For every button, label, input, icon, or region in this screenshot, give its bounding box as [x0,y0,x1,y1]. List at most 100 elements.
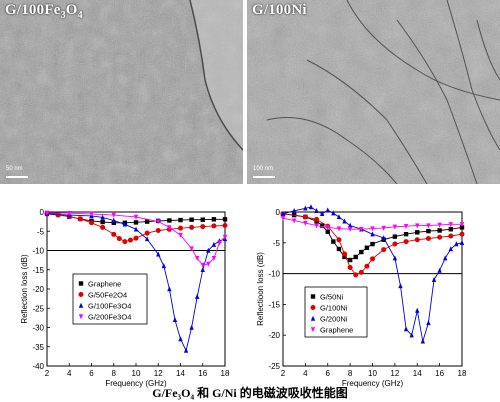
legend-label: G/100Ni [320,304,348,313]
x-tick-label: 14 [413,369,422,378]
data-point [280,215,286,221]
data-point [392,241,398,247]
panel-label-left: G/100Fe3O4 [5,2,83,21]
series-3 [280,215,465,233]
y-axis-label: Reflectioon loss (dB) [256,252,265,326]
data-point [127,237,133,243]
data-point [331,210,336,216]
panel-label-right: G/100Ni [252,2,307,18]
y-tick-label: -5 [273,239,281,248]
data-point [325,207,330,213]
data-point [336,237,342,243]
data-point [331,239,336,244]
data-point [319,211,325,217]
y-tick-label: -30 [32,324,44,333]
data-point [194,293,200,299]
data-point [200,217,205,222]
data-point [206,261,211,267]
x-tick-label: 12 [390,369,399,378]
chart-svg-right: 2 4 6 8 10 12 14 16 18 0 -5 -10 -15 -20 -25 Frequency (… [256,204,467,388]
data-point [437,267,442,273]
data-point [303,205,308,211]
data-point [167,218,172,223]
data-point [133,214,139,220]
data-point [133,220,139,225]
data-point [398,283,403,289]
scale-bar-right: 100 nm [253,166,275,180]
data-point [308,204,314,210]
data-point [178,336,183,342]
data-point [359,227,364,233]
x-tick-label: 4 [67,369,72,378]
data-point [206,247,211,253]
legend-label: Graphene [88,280,121,289]
data-point [459,231,465,237]
data-point [55,212,61,218]
y-tick-label: -35 [32,343,44,352]
legend-marker [310,305,316,310]
data-point [161,263,167,269]
y-axis-label: Reflection loss (dB) [20,254,29,324]
data-point [189,224,195,230]
legend-box [72,273,148,325]
data-point [314,223,319,229]
data-point [183,347,189,353]
y-tick-label: -5 [37,227,45,236]
x-tick-label: 4 [303,369,308,378]
data-point [144,219,150,224]
data-point [403,223,409,229]
scale-bar-label: 100 nm [253,166,274,172]
legend-box [304,286,368,338]
legend-label: G/200Ni [320,315,348,324]
data-point [211,256,217,261]
data-point [342,218,347,224]
tem-texture-right [247,0,500,184]
data-point [89,211,94,217]
data-point [325,229,330,234]
data-point [415,223,420,229]
x-axis-label: Frequency (GHz) [105,379,167,388]
data-point [222,234,228,240]
x-tick-label: 10 [368,369,377,378]
data-point [172,317,178,322]
data-point [342,251,348,257]
data-point [178,232,183,238]
data-point [448,227,454,232]
data-point [359,249,364,255]
data-point [381,235,386,241]
scale-bar-line [6,176,28,178]
data-point [325,225,330,231]
legend-marker [310,294,316,299]
y-tick-label: -15 [268,300,280,309]
data-point [167,225,172,231]
x-tick-label: 16 [435,369,444,378]
data-point [353,272,359,278]
figure-caption: G/Fe₃O₄ 和 G/Ni 的电磁波吸收性能图 [152,386,348,400]
legend-marker [310,327,316,333]
data-point [122,221,128,227]
series-0 [280,211,465,263]
data-point [44,210,50,216]
data-point [425,235,431,241]
data-point [409,332,414,338]
data-point [194,256,200,261]
data-point [347,222,353,228]
data-point [303,220,308,226]
x-tick-label: 8 [348,369,353,378]
data-point [291,207,297,213]
data-point [392,255,398,261]
data-point [364,245,370,250]
data-point [459,222,465,228]
x-axis-label: Frequency (GHz) [342,379,404,388]
data-point [111,231,117,237]
data-point [178,217,183,223]
data-point [459,240,465,245]
data-point [336,246,342,252]
legend-label: Graphene [320,326,353,335]
scale-bar-label: 50 nm [6,166,23,172]
data-point [448,246,454,252]
data-point [144,230,150,236]
data-point [178,225,183,231]
tem-image-g-ni: G/100Ni 100 nm [247,0,500,184]
data-point [77,216,83,222]
